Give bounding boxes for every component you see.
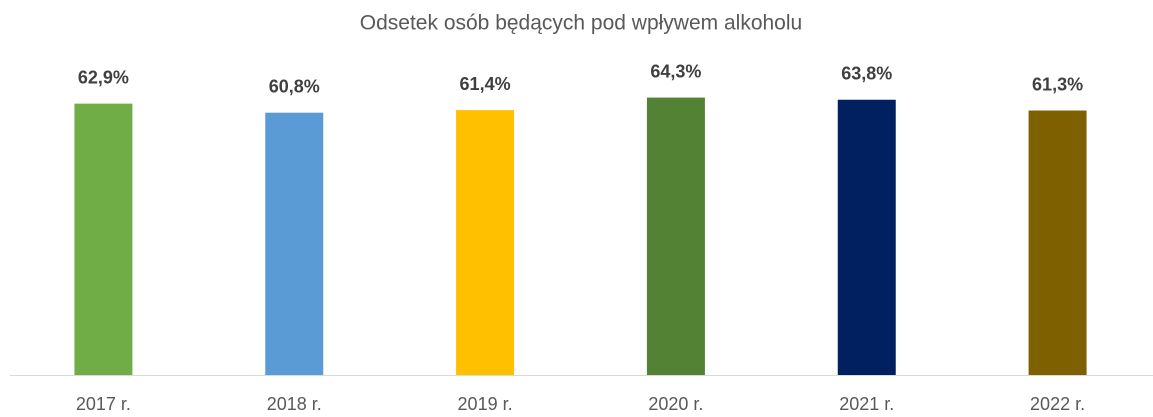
value-label: 61,4% — [460, 74, 511, 94]
value-label: 60,8% — [269, 76, 320, 96]
x-tick-label: 2019 r. — [458, 394, 513, 414]
value-label: 63,8% — [841, 63, 892, 83]
bar — [646, 97, 705, 375]
x-tick-label: 2022 r. — [1030, 394, 1085, 414]
bar — [1028, 110, 1087, 375]
x-tick-label: 2020 r. — [648, 394, 703, 414]
bar — [265, 112, 324, 375]
x-tick-label: 2017 r. — [76, 394, 131, 414]
value-label: 61,3% — [1032, 74, 1083, 94]
value-label: 64,3% — [650, 61, 701, 81]
bar — [837, 99, 896, 376]
bar — [74, 103, 133, 375]
chart-title: Odsetek osób będących pod wpływem alkoho… — [360, 12, 802, 35]
bar — [456, 110, 515, 376]
x-tick-label: 2018 r. — [267, 394, 322, 414]
value-label: 62,9% — [78, 67, 129, 87]
x-tick-label: 2021 r. — [839, 394, 894, 414]
